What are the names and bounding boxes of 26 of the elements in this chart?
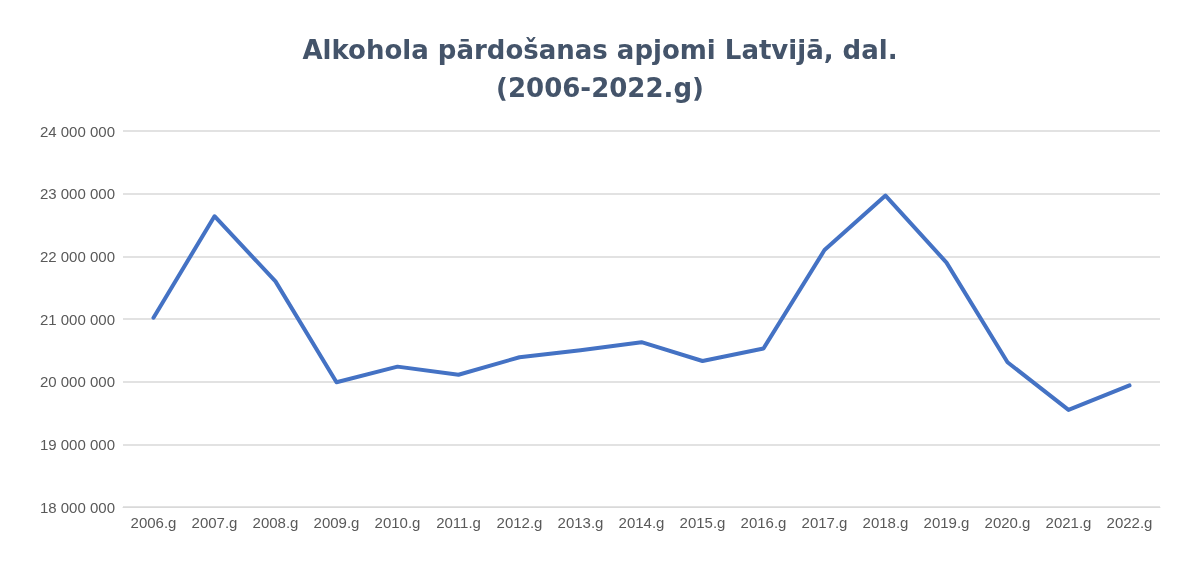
y-tick-label: 20 000 000 xyxy=(39,373,115,391)
x-tick-label: 2013.g xyxy=(557,514,604,531)
y-tick-label: 18 000 000 xyxy=(39,498,115,516)
x-tick-label: 2007.g xyxy=(191,514,238,531)
x-tick-label: 2012.g xyxy=(496,514,543,531)
x-tick-label: 2015.g xyxy=(679,514,726,531)
x-tick-label: 2009.g xyxy=(313,514,360,531)
x-tick-label: 2017.g xyxy=(801,514,848,531)
x-tick-label: 2019.g xyxy=(923,514,970,531)
chart-title: Alkohola pārdošanas apjomi Latvijā, dal. (2006-2022.g) xyxy=(302,35,898,103)
x-tick-label: 2016.g xyxy=(740,514,787,531)
x-tick-label: 2020.g xyxy=(984,514,1031,531)
x-tick-label: 2006.g xyxy=(130,514,177,531)
x-tick-label: 2018.g xyxy=(862,514,909,531)
x-tick-label: 2011.g xyxy=(436,514,481,531)
x-tick-label: 2008.g xyxy=(252,514,299,531)
x-tick-label: 2021.g xyxy=(1045,514,1092,531)
y-tick-label: 23 000 000 xyxy=(39,185,115,203)
line-series xyxy=(151,193,1132,412)
x-tick-label: 2014.g xyxy=(618,514,665,531)
x-tick-label: 2022.g xyxy=(1106,514,1153,531)
y-tick-label: 21 000 000 xyxy=(39,310,115,328)
y-tick-label: 22 000 000 xyxy=(39,247,115,265)
y-tick-label: 24 000 000 xyxy=(39,122,115,140)
x-tick-label: 2010.g xyxy=(374,514,421,531)
y-tick-label: 19 000 000 xyxy=(39,435,115,453)
